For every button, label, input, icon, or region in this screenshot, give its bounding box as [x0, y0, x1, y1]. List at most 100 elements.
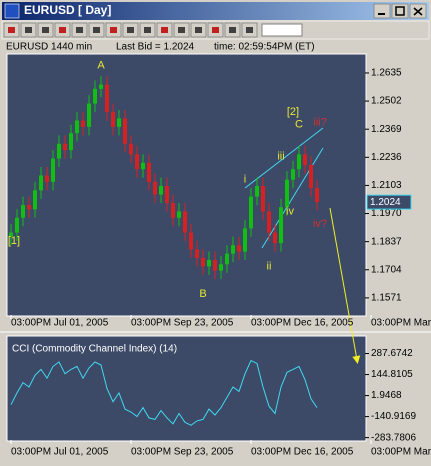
wave-label: ii — [267, 260, 272, 272]
toolbar-icon — [76, 27, 83, 33]
candle-body — [135, 154, 139, 170]
candle-body — [111, 112, 115, 127]
y-tick-label: 144.8105 — [371, 369, 413, 380]
x-tick-label: 03:00PM Sep 23, 2005 — [131, 447, 234, 458]
wave-label: iii? — [313, 117, 326, 129]
wave-label: iv? — [313, 218, 327, 230]
candle-body — [315, 188, 319, 203]
candle-body — [207, 260, 211, 267]
toolbar-icon — [195, 27, 202, 33]
candle-body — [237, 245, 241, 252]
candle-body — [279, 207, 283, 244]
candle-body — [147, 162, 151, 182]
x-tick-label: 03:00PM Dec 16, 2005 — [251, 318, 354, 329]
y-tick-label: -283.7806 — [371, 432, 416, 443]
toolbar-icon — [59, 27, 66, 33]
wave-label: [1] — [8, 235, 20, 247]
toolbar-icon — [25, 27, 32, 33]
toolbar-icon — [127, 27, 134, 33]
candle-body — [189, 232, 193, 250]
title-bar — [2, 2, 429, 20]
candle-body — [45, 175, 49, 182]
x-tick-label: 03:00PM Sep 23, 2005 — [131, 318, 234, 329]
candle-body — [33, 190, 37, 210]
candle-body — [243, 228, 247, 252]
y-tick-label: 1.1571 — [371, 293, 402, 304]
toolbar-icon — [8, 27, 15, 33]
candle-body — [291, 169, 295, 180]
candle-body — [87, 103, 91, 127]
candle-body — [183, 211, 187, 233]
cci-line — [10, 359, 318, 426]
candle-body — [165, 186, 169, 203]
candle-body — [69, 133, 73, 151]
wave-label: i — [244, 174, 246, 186]
candle-body — [303, 154, 307, 165]
y-tick-label: 1.9468 — [371, 390, 402, 401]
y-tick-label: 1.1704 — [371, 264, 402, 275]
candle-body — [63, 143, 67, 151]
toolbar-icon — [246, 27, 253, 33]
candle-body — [105, 84, 109, 113]
candle-body — [93, 88, 97, 104]
candle-body — [9, 232, 13, 237]
candle-body — [273, 232, 277, 244]
candle-body — [213, 260, 217, 271]
candle-body — [27, 205, 31, 210]
candle-body — [231, 245, 235, 254]
candle-body — [309, 164, 313, 189]
y-tick-label: 287.6742 — [371, 348, 413, 359]
y-tick-label: -140.9169 — [371, 411, 416, 422]
toolbar-icon — [161, 27, 168, 33]
candle-body — [261, 186, 265, 212]
toolbar — [1, 20, 430, 40]
toolbar-icon — [144, 27, 151, 33]
wave-label: A — [97, 59, 105, 71]
candle-body — [129, 143, 133, 155]
candle-body — [201, 257, 205, 267]
toolbar-icon — [93, 27, 100, 33]
wave-label: iv — [286, 205, 294, 217]
x-tick-label: 03:00PM Mar — [371, 318, 431, 329]
y-tick-label: 1.2502 — [371, 96, 402, 107]
candle-body — [21, 205, 25, 218]
maximize-button[interactable] — [391, 3, 409, 19]
window-controls[interactable] — [373, 3, 427, 19]
y-tick-label: 1.2103 — [371, 180, 402, 191]
app-icon — [4, 3, 20, 19]
time-info: time: 02:59:54PM (ET) — [214, 42, 315, 53]
minimize-button[interactable] — [373, 3, 391, 19]
wave-label: [2] — [287, 106, 299, 118]
candle-body — [219, 264, 223, 271]
candle-body — [75, 120, 79, 134]
candle-body — [57, 143, 61, 159]
candle-body — [171, 202, 175, 218]
candle-body — [81, 120, 85, 127]
toolbar-field — [261, 23, 303, 37]
candle-body — [39, 175, 43, 191]
wave-label: C — [295, 119, 303, 131]
toolbar-icon — [42, 27, 49, 33]
candle-body — [255, 186, 259, 197]
projection-arrow — [329, 207, 361, 364]
toolbar-icon — [229, 27, 236, 33]
x-tick-label: 03:00PM Dec 16, 2005 — [251, 447, 354, 458]
cci-title: CCI (Commodity Channel Index) (14) — [12, 344, 177, 355]
x-tick-label: 03:00PM Mar — [371, 447, 431, 458]
candle-body — [267, 211, 271, 233]
last-bid: Last Bid = 1.2024 — [116, 42, 195, 53]
y-tick-label: 1.2635 — [371, 68, 402, 79]
candle-body — [285, 179, 289, 208]
candle-body — [249, 196, 253, 229]
candle-body — [123, 118, 127, 144]
candle-body — [195, 249, 199, 258]
channel-line — [261, 147, 324, 249]
channel-line — [244, 127, 324, 189]
candle-body — [99, 84, 103, 89]
wave-label: iii — [277, 150, 284, 162]
candle-body — [153, 181, 157, 195]
last-price-box — [366, 194, 412, 210]
last-price-label: 1.2024 — [370, 197, 401, 208]
price-panel — [6, 53, 367, 317]
